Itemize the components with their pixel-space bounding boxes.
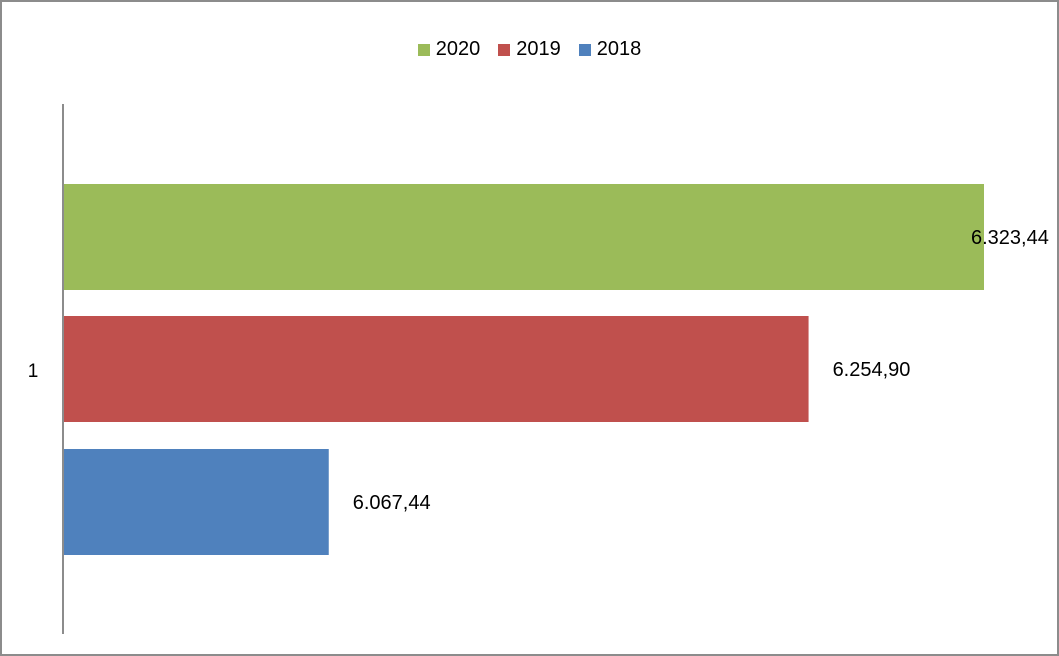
bar-2018 xyxy=(64,449,329,555)
legend-label-2020: 2020 xyxy=(435,38,481,60)
legend-label-2019: 2019 xyxy=(516,38,561,60)
bar-2020 xyxy=(64,184,984,290)
bar-2019 xyxy=(64,316,809,422)
data-label-2020: 6.323,44 xyxy=(971,227,1049,249)
legend-item-2018: 2018 xyxy=(578,38,642,61)
legend: 2020 2019 2018 xyxy=(0,38,1059,61)
data-label-2019: 6.254,90 xyxy=(833,359,911,381)
legend-label-2018: 2018 xyxy=(596,38,642,60)
bars-layer: 6.323,44 6.254,90 6.067,44 xyxy=(64,184,1049,555)
data-label-2018: 6.067,44 xyxy=(353,492,431,514)
legend-swatch-2018 xyxy=(578,43,591,56)
legend-item-2020: 2020 xyxy=(417,38,481,61)
legend-swatch-2019 xyxy=(498,43,511,56)
legend-swatch-2020 xyxy=(417,43,430,56)
category-tick-label: 1 xyxy=(28,361,39,382)
legend-item-2019: 2019 xyxy=(498,38,561,61)
